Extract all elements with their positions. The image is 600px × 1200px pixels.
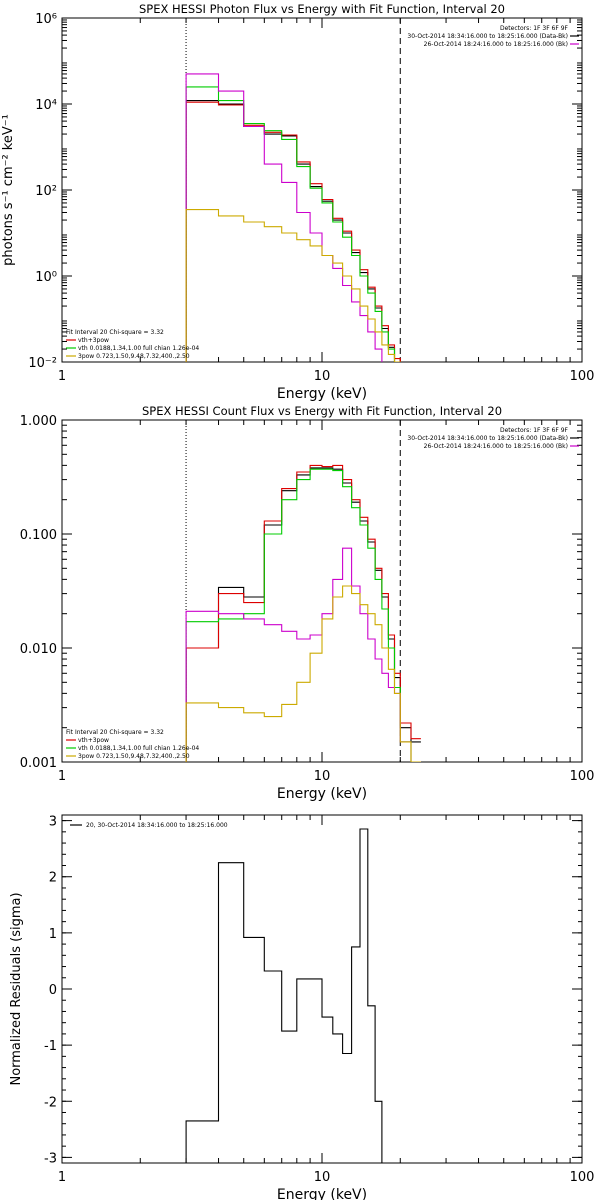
y-tick-label: 10⁰ — [35, 270, 57, 285]
y-tick-label: 1 — [49, 927, 57, 942]
y-axis: 10⁻² 10⁰ 10² 10⁴ 10⁶ — [28, 12, 582, 371]
y-tick-label: 2 — [49, 871, 57, 886]
series-line-5 — [185, 585, 421, 762]
axes-frame — [61, 419, 583, 763]
y-tick-label: 10⁶ — [35, 12, 57, 27]
series-group — [185, 828, 401, 1163]
x-tick-label: 1 — [58, 369, 66, 384]
series-line-4 — [185, 547, 421, 762]
series-line-1 — [185, 467, 421, 762]
x-axis: 1 10 100 — [58, 18, 595, 384]
chart-title: SPEX HESSI Photon Flux vs Energy with Fi… — [139, 2, 505, 16]
y-tick-label: 0.001 — [20, 756, 57, 771]
y-axis-label: photons s⁻¹ cm⁻² keV⁻¹ — [1, 114, 16, 266]
y-tick-label: 0.100 — [20, 528, 57, 543]
legend-entry: vth+3pow — [78, 337, 109, 344]
x-tick-label: 100 — [570, 1170, 595, 1185]
series-line-3 — [185, 468, 421, 762]
y-tick-label: 1.000 — [20, 414, 57, 429]
chart-title: SPEX HESSI Count Flux vs Energy with Fit… — [142, 404, 502, 418]
panel-1: SPEX HESSI Photon Flux vs Energy with Fi… — [1, 2, 594, 402]
legend-entry: 26-Oct-2014 18:24:16.000 to 18:25:16.000… — [424, 443, 568, 450]
legend-top: 20, 30-Oct-2014 18:34:16.000 to 18:25:16… — [70, 822, 228, 829]
legend-entry: Fit Interval 20 Chi-square = 3.32 — [66, 329, 164, 336]
legend-entry: 3pow 0.723,1.50,9.48,7.32,400.,2.50 — [78, 753, 190, 760]
y-tick-label: -3 — [44, 1151, 57, 1166]
series-line-3 — [185, 86, 396, 362]
legend-entry: vth 0.0188,1.34,1.00 full chian 1.26e-04 — [78, 345, 199, 352]
legend-entry: 30-Oct-2014 18:34:16.000 to 18:25:16.000… — [407, 33, 568, 40]
legend-entry: 3pow 0.723,1.50,9.48,7.32,400.,2.50 — [78, 353, 190, 360]
panel-2: SPEX HESSI Count Flux vs Energy with Fit… — [20, 404, 595, 802]
series-group — [185, 464, 421, 762]
legend-entry: 20, 30-Oct-2014 18:34:16.000 to 18:25:16… — [86, 822, 228, 829]
x-tick-label: 1 — [58, 1170, 66, 1185]
x-tick-label: 10 — [314, 1170, 331, 1185]
y-tick-label: 10² — [35, 184, 57, 199]
x-tick-label: 100 — [570, 369, 595, 384]
y-tick-label: -2 — [44, 1095, 57, 1110]
series-line-4 — [185, 73, 383, 362]
x-axis-label: Energy (keV) — [277, 1187, 367, 1200]
series-line-2 — [185, 101, 401, 362]
x-axis: 1 10 100 — [58, 815, 595, 1185]
legend-entry: vth+3pow — [78, 737, 109, 744]
series-line-1 — [185, 100, 401, 362]
y-tick-label: 0 — [49, 983, 57, 998]
legend-entry: Detectors: 1F 3F 6F 9F — [500, 427, 569, 434]
legend-entry: vth 0.0188,1.34,1.00 full chian 1.26e-04 — [78, 745, 199, 752]
x-axis-label: Energy (keV) — [277, 786, 367, 802]
x-tick-label: 100 — [570, 769, 595, 784]
y-axis: -3 -2 -1 0 1 2 3 — [44, 815, 582, 1166]
x-axis-label: Energy (keV) — [277, 386, 367, 402]
series-line-5 — [185, 209, 401, 362]
y-tick-label: 3 — [49, 815, 57, 830]
y-tick-label: 0.010 — [20, 642, 57, 657]
y-tick-label: -1 — [44, 1039, 57, 1054]
y-axis-label: Normalized Residuals (sigma) — [9, 892, 24, 1085]
legend-bottom: Fit Interval 20 Chi-square = 3.32vth+3po… — [66, 329, 199, 360]
x-tick-label: 1 — [58, 769, 66, 784]
series-line-1 — [185, 828, 401, 1163]
series-group — [185, 73, 401, 362]
panel-3: 1 10 100 Energy (keV) -3 -2 -1 0 1 2 3 Normalized R… — [9, 814, 595, 1200]
legend-bottom: Fit Interval 20 Chi-square = 3.32vth+3po… — [66, 729, 199, 760]
x-tick-label: 10 — [314, 369, 331, 384]
y-axis: 0.001 0.010 0.100 1.000 — [20, 414, 582, 771]
y-tick-label: 10⁻² — [28, 356, 57, 371]
legend-entry: 30-Oct-2014 18:34:16.000 to 18:25:16.000… — [407, 435, 568, 442]
legend-entry: Fit Interval 20 Chi-square = 3.32 — [66, 729, 164, 736]
y-tick-label: 10⁴ — [35, 98, 57, 113]
x-tick-label: 10 — [314, 769, 331, 784]
legend-entry: Detectors: 1F 3F 6F 9F — [500, 25, 569, 32]
legend-entry: 26-Oct-2014 18:24:16.000 to 18:25:16.000… — [424, 41, 568, 48]
